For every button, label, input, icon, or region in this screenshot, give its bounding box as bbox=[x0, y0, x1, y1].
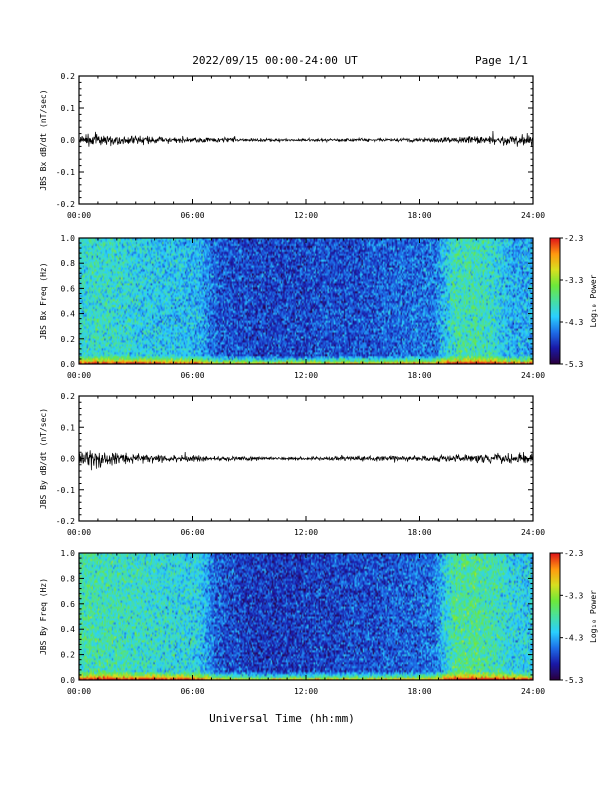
y-tick-label: 0.2 bbox=[61, 392, 76, 401]
spectrogram-image bbox=[79, 238, 533, 364]
y-tick-label: 0.4 bbox=[61, 310, 76, 319]
colorbar-tick-label: -2.3 bbox=[564, 234, 583, 243]
y-tick-label: 0.8 bbox=[61, 574, 76, 583]
y-tick-label: 0.8 bbox=[61, 259, 76, 268]
y-tick-label: 0.0 bbox=[61, 360, 76, 369]
x-tick-label: 24:00 bbox=[521, 211, 545, 220]
colorbar-frame bbox=[549, 552, 561, 681]
y-tick-label: -0.1 bbox=[56, 168, 75, 177]
spectrogram-image bbox=[79, 553, 533, 680]
x-tick-label: 06:00 bbox=[180, 211, 204, 220]
colorbar-frame bbox=[549, 237, 561, 365]
x-tick-label: 00:00 bbox=[67, 528, 91, 537]
y-tick-label: 0.2 bbox=[61, 335, 76, 344]
panel-2: -2.3 -3.3 -4.3 -5.3 Log₁₀ Power 00:00 06:00 12:… bbox=[39, 234, 598, 380]
y-tick-label: 0.1 bbox=[61, 104, 76, 113]
y-tick-label: 0.1 bbox=[61, 423, 76, 432]
page-number: Page 1/1 bbox=[475, 54, 528, 67]
panel-3: 00:00 06:00 12:00 18:00 24:00 -0.2 -0.1 0.0 0.1 0… bbox=[39, 392, 545, 537]
y-tick-label: 1.0 bbox=[61, 549, 76, 558]
x-tick-label: 18:00 bbox=[407, 371, 431, 380]
colorbar bbox=[550, 238, 560, 364]
colorbar-tick-label: -5.3 bbox=[564, 360, 583, 369]
y-axis-label: JBS By dB/dt (nT/sec) bbox=[39, 408, 48, 509]
y-tick-label: -0.2 bbox=[56, 200, 75, 209]
x-tick-label: 06:00 bbox=[180, 371, 204, 380]
x-tick-label: 00:00 bbox=[67, 371, 91, 380]
y-tick-label: -0.2 bbox=[56, 517, 75, 526]
x-tick-label: 24:00 bbox=[521, 687, 545, 696]
y-tick-label: 0.2 bbox=[61, 651, 76, 660]
y-tick-label: 0.0 bbox=[61, 136, 76, 145]
y-axis-label: JBS By Freq (Hz) bbox=[39, 578, 48, 655]
colorbar-tick-label: -3.3 bbox=[564, 276, 583, 285]
x-tick-label: 12:00 bbox=[294, 528, 318, 537]
y-tick-label: 0.4 bbox=[61, 625, 76, 634]
x-tick-label: 06:00 bbox=[180, 528, 204, 537]
time-axis-label: Universal Time (hh:mm) bbox=[209, 712, 355, 725]
y-axis-label: JBS Bx Freq (Hz) bbox=[39, 262, 48, 339]
colorbar-label: Log₁₀ Power bbox=[589, 590, 598, 643]
y-tick-label: 0.2 bbox=[61, 72, 76, 81]
y-axis-label: JBS Bx dB/dt (nT/sec) bbox=[39, 89, 48, 190]
x-tick-label: 18:00 bbox=[407, 528, 431, 537]
x-tick-label: 12:00 bbox=[294, 687, 318, 696]
panel-4: -2.3 -3.3 -4.3 -5.3 Log₁₀ Power 00:00 06:00 12:… bbox=[39, 549, 598, 696]
y-tick-label: 0.6 bbox=[61, 600, 76, 609]
x-tick-label: 12:00 bbox=[294, 211, 318, 220]
x-tick-label: 24:00 bbox=[521, 371, 545, 380]
x-tick-label: 00:00 bbox=[67, 687, 91, 696]
x-tick-label: 18:00 bbox=[407, 687, 431, 696]
x-tick-label: 24:00 bbox=[521, 528, 545, 537]
page-title: 2022/09/15 00:00-24:00 UT bbox=[192, 54, 358, 67]
colorbar bbox=[550, 553, 560, 680]
y-tick-label: 0.0 bbox=[61, 676, 76, 685]
x-tick-label: 18:00 bbox=[407, 211, 431, 220]
x-tick-label: 06:00 bbox=[180, 687, 204, 696]
panel-1: 00:00 06:00 12:00 18:00 24:00 -0.2 -0.1 0.0 0.1 0… bbox=[39, 72, 545, 220]
y-tick-label: 0.0 bbox=[61, 455, 76, 464]
y-tick-label: 1.0 bbox=[61, 234, 76, 243]
colorbar-tick-label: -2.3 bbox=[564, 549, 583, 558]
y-tick-label: -0.1 bbox=[56, 486, 75, 495]
x-tick-label: 12:00 bbox=[294, 371, 318, 380]
colorbar-tick-label: -3.3 bbox=[564, 591, 583, 600]
dbdt-trace bbox=[78, 131, 534, 147]
y-tick-label: 0.6 bbox=[61, 284, 76, 293]
colorbar-tick-label: -5.3 bbox=[564, 676, 583, 685]
colorbar-tick-label: -4.3 bbox=[564, 634, 583, 643]
x-tick-label: 00:00 bbox=[67, 211, 91, 220]
dbdt-trace bbox=[78, 450, 534, 471]
colorbar-tick-label: -4.3 bbox=[564, 318, 583, 327]
colorbar-label: Log₁₀ Power bbox=[589, 274, 598, 327]
